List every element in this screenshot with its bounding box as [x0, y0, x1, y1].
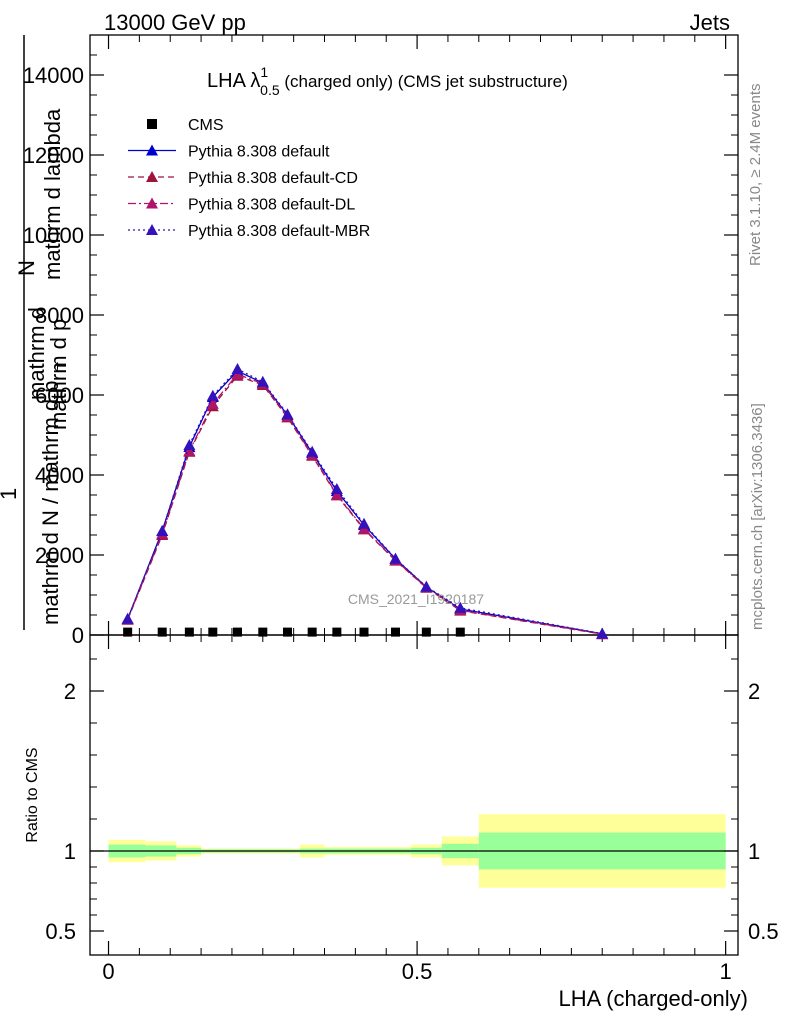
ratio-tick-label-right: 1: [748, 839, 760, 864]
cms-point: [184, 627, 194, 637]
ratio-frame: [89, 634, 739, 956]
watermark: CMS_2021_I1920187: [348, 591, 484, 607]
legend-label: Pythia 8.308 default-MBR: [188, 223, 370, 240]
series-point-3: [358, 517, 371, 529]
plot-title: LHA λ1 0.5 (charged only) (CMS jet substr…: [207, 64, 568, 98]
series-point-3: [256, 375, 269, 387]
ratio-tick-label: 0.5: [45, 919, 76, 944]
cms-point: [390, 627, 400, 637]
series-point-3: [121, 612, 134, 624]
series-point-3: [454, 601, 467, 613]
y-label-numerator-4: mathrm d lambda: [40, 108, 65, 280]
legend-label: Pythia 8.308 default-DL: [188, 197, 355, 214]
x-tick-label: 1: [720, 959, 732, 984]
plot-title-main: LHA λ: [207, 70, 260, 92]
legend-entry: Pythia 8.308 default: [128, 144, 330, 161]
legend-label: Pythia 8.308 default-CD: [188, 170, 358, 187]
y-tick-label: 0: [72, 623, 84, 648]
cms-point: [307, 627, 317, 637]
y-label-numerator-2: N: [14, 260, 39, 276]
legend-entry: Pythia 8.308 default-DL: [128, 197, 355, 214]
series-point-3: [206, 389, 219, 401]
plot-title-sub: 0.5: [260, 82, 280, 98]
header-left-title: 13000 GeV pp: [104, 10, 246, 35]
y-tick-label: 6000: [35, 383, 84, 408]
legend-marker-square: [147, 119, 157, 129]
ratio-tick-label-right: 2: [748, 679, 760, 704]
cms-point: [332, 627, 342, 637]
legend-entry: Pythia 8.308 default-CD: [128, 170, 358, 187]
side-text-mcplots: mcplots.cern.ch [arXiv:1306.3436]: [749, 403, 766, 630]
series-point-2: [330, 488, 343, 500]
plot-title-rest: (charged only) (CMS jet substructure): [280, 72, 568, 91]
y-label-frac-one: 1: [0, 488, 21, 500]
legend-entry: Pythia 8.308 default-MBR: [128, 223, 370, 240]
legend-marker-triangle: [146, 224, 158, 235]
ratio-tick-label-right: 0.5: [748, 919, 779, 944]
y-tick-label: 10000: [23, 223, 84, 248]
y-tick-label: 8000: [35, 303, 84, 328]
legend-entry: CMS: [147, 117, 224, 134]
series-point-3: [330, 483, 343, 494]
ratio-tick-label: 2: [64, 679, 76, 704]
legend-marker-triangle: [146, 144, 158, 156]
y-axis-label-main: mathrm d N mathrm d p mathrm d lambda 1 …: [0, 35, 71, 630]
cms-point: [123, 627, 133, 637]
plot-title-sup: 1: [260, 64, 268, 80]
legend-marker-triangle: [146, 171, 158, 182]
series-point-3: [281, 408, 294, 420]
legend: CMS Pythia 8.308 default Pythia 8.308 defa…: [128, 117, 370, 240]
series-point-3: [156, 525, 169, 536]
series-point-3: [596, 627, 609, 639]
y-axis-label-ratio: Ratio to CMS: [24, 747, 41, 842]
cms-point: [421, 627, 431, 637]
series-line-1: [127, 375, 603, 635]
x-tick-label: 0: [102, 959, 114, 984]
cms-point: [455, 627, 465, 637]
series-group: [121, 363, 609, 640]
y-tick-label: 14000: [23, 63, 84, 88]
y-label-sub-T: T: [54, 362, 69, 370]
y-label-numerator-3: mathrm d p: [46, 319, 71, 430]
cms-point: [232, 627, 242, 637]
cms-point: [359, 627, 369, 637]
y-label-denominator: mathrm d N / mathrm d p: [38, 380, 63, 625]
series-point-3: [231, 363, 244, 374]
x-tick-label: 0.5: [402, 959, 433, 984]
cms-point: [157, 627, 167, 637]
series-line-2: [127, 373, 603, 635]
series-point-3: [420, 580, 433, 592]
series-point-3: [183, 439, 196, 450]
series-point-3: [389, 552, 402, 564]
y-tick-label: 4000: [35, 463, 84, 488]
cms-point: [258, 627, 268, 637]
legend-label: Pythia 8.308 default: [188, 144, 330, 161]
cms-point: [282, 627, 292, 637]
legend-marker-triangle: [146, 197, 158, 209]
y-label-numerator-1: mathrm d: [24, 307, 49, 400]
series-point-2: [206, 397, 219, 409]
y-tick-label: 12000: [23, 143, 84, 168]
series-point-3: [306, 445, 319, 457]
y-tick-label: 2000: [35, 543, 84, 568]
header-right-title: Jets: [690, 10, 730, 35]
cms-point: [208, 627, 218, 637]
x-axis-label: LHA (charged-only): [558, 986, 748, 1011]
legend-label: CMS: [188, 117, 224, 134]
ratio-tick-label: 1: [64, 839, 76, 864]
side-text-rivet: Rivet 3.1.10, ≥ 2.4M events: [747, 84, 764, 267]
